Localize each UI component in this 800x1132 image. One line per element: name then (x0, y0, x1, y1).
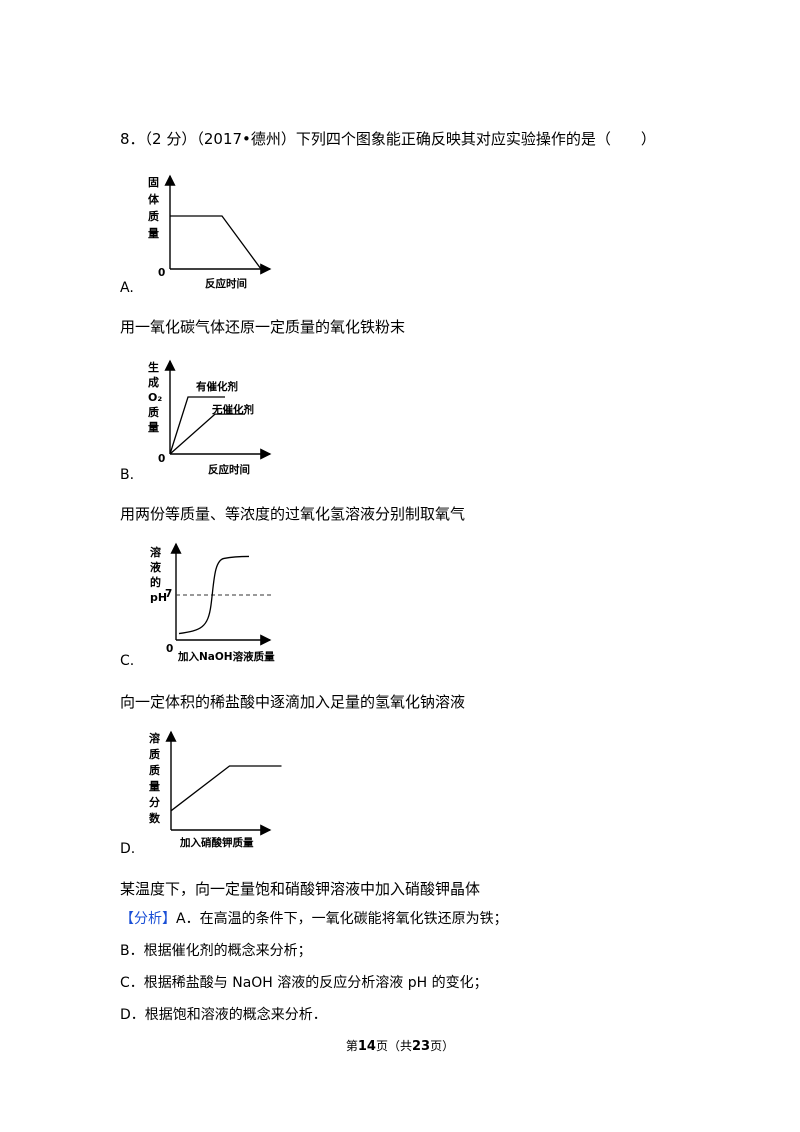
x-axis-label: 加入NaOH溶液质量 (177, 650, 275, 663)
series-line (170, 215, 262, 270)
y-label-char: 的 (150, 575, 161, 589)
y-label-char: 溶 (149, 731, 160, 745)
y-label-char: 体 (148, 192, 160, 206)
x-axis-label: 反应时间 (208, 463, 250, 476)
y-label-char: pH (150, 591, 167, 604)
legend-no-catalyst: 无催化剂 (211, 403, 254, 416)
option-b-label: B. (120, 467, 135, 483)
ph-curve (178, 555, 250, 635)
y-label-char: 成 (148, 375, 159, 389)
question-stem: 8．（2 分）（2017•德州）下列四个图象能正确反映其对应实验操作的是（ ） (120, 130, 656, 148)
analysis-line-b: B．根据催化剂的概念来分析； (120, 943, 312, 959)
y-label-char: 分 (149, 795, 160, 809)
footer-total-pages: 23 (412, 1039, 431, 1054)
origin-label: 0 (166, 643, 173, 655)
legend-catalyst: 有催化剂 (196, 380, 238, 393)
y-label-char: 质 (149, 763, 160, 777)
page-footer: 第14页（共23页） (0, 1037, 800, 1054)
option-a-description: 用一氧化碳气体还原一定质量的氧化铁粉末 (120, 318, 406, 336)
origin-label: 0 (158, 267, 165, 279)
y-label-char: 质 (148, 209, 159, 223)
chart-c: 溶液的 pH 7 加入NaOH溶液质量 0 (150, 542, 275, 663)
option-c-description: 向一定体积的稀盐酸中逐滴加入足量的氢氧化钠溶液 (120, 693, 466, 711)
x-axis-label: 反应时间 (205, 277, 247, 290)
y-label-char: 量 (148, 227, 159, 240)
y-label-char: 量 (148, 421, 159, 434)
analysis-line-a: 【分析】A．在高温的条件下，一氧化碳能将氧化铁还原为铁； (120, 908, 508, 928)
analysis-text: A．在高温的条件下，一氧化碳能将氧化铁还原为铁； (176, 911, 508, 927)
analysis-tag: 【分析】 (120, 911, 176, 927)
option-d-label: D. (120, 841, 136, 857)
series-line (170, 765, 282, 812)
y-label-char: 质 (149, 747, 160, 761)
y-axis-label: 溶液的 pH (150, 545, 167, 604)
footer-page-number: 14 (357, 1039, 376, 1054)
footer-prefix: 第 (345, 1039, 358, 1053)
analysis-line-c: C．根据稀盐酸与 NaOH 溶液的反应分析溶液 pH 的变化； (120, 975, 488, 991)
ph7-label: 7 (165, 588, 172, 600)
option-c-label: C. (120, 653, 135, 669)
footer-middle: 页（共 (375, 1039, 412, 1053)
series-line-no-catalyst (169, 413, 245, 455)
y-label-char: 液 (150, 560, 162, 574)
y-label-char: 质 (148, 405, 159, 419)
y-label-char: 生 (148, 360, 159, 374)
y-label-char: 数 (149, 811, 161, 825)
option-a-label: A. (120, 280, 134, 296)
option-d-description: 某温度下，向一定量饱和硝酸钾溶液中加入硝酸钾晶体 (120, 880, 481, 898)
origin-label: 0 (158, 453, 165, 465)
footer-suffix: 页） (430, 1039, 455, 1053)
y-label-char: 固 (148, 176, 159, 189)
x-axis-label: 加入硝酸钾质量 (179, 836, 254, 849)
y-label-char: 量 (149, 780, 160, 793)
analysis-line-d: D．根据饱和溶液的概念来分析． (120, 1007, 327, 1023)
y-label-char: O₂ (148, 391, 162, 404)
y-label-char: 溶 (150, 545, 161, 559)
option-b-description: 用两份等质量、等浓度的过氧化氢溶液分别制取氧气 (120, 505, 466, 523)
series-line-catalyst (169, 396, 225, 455)
